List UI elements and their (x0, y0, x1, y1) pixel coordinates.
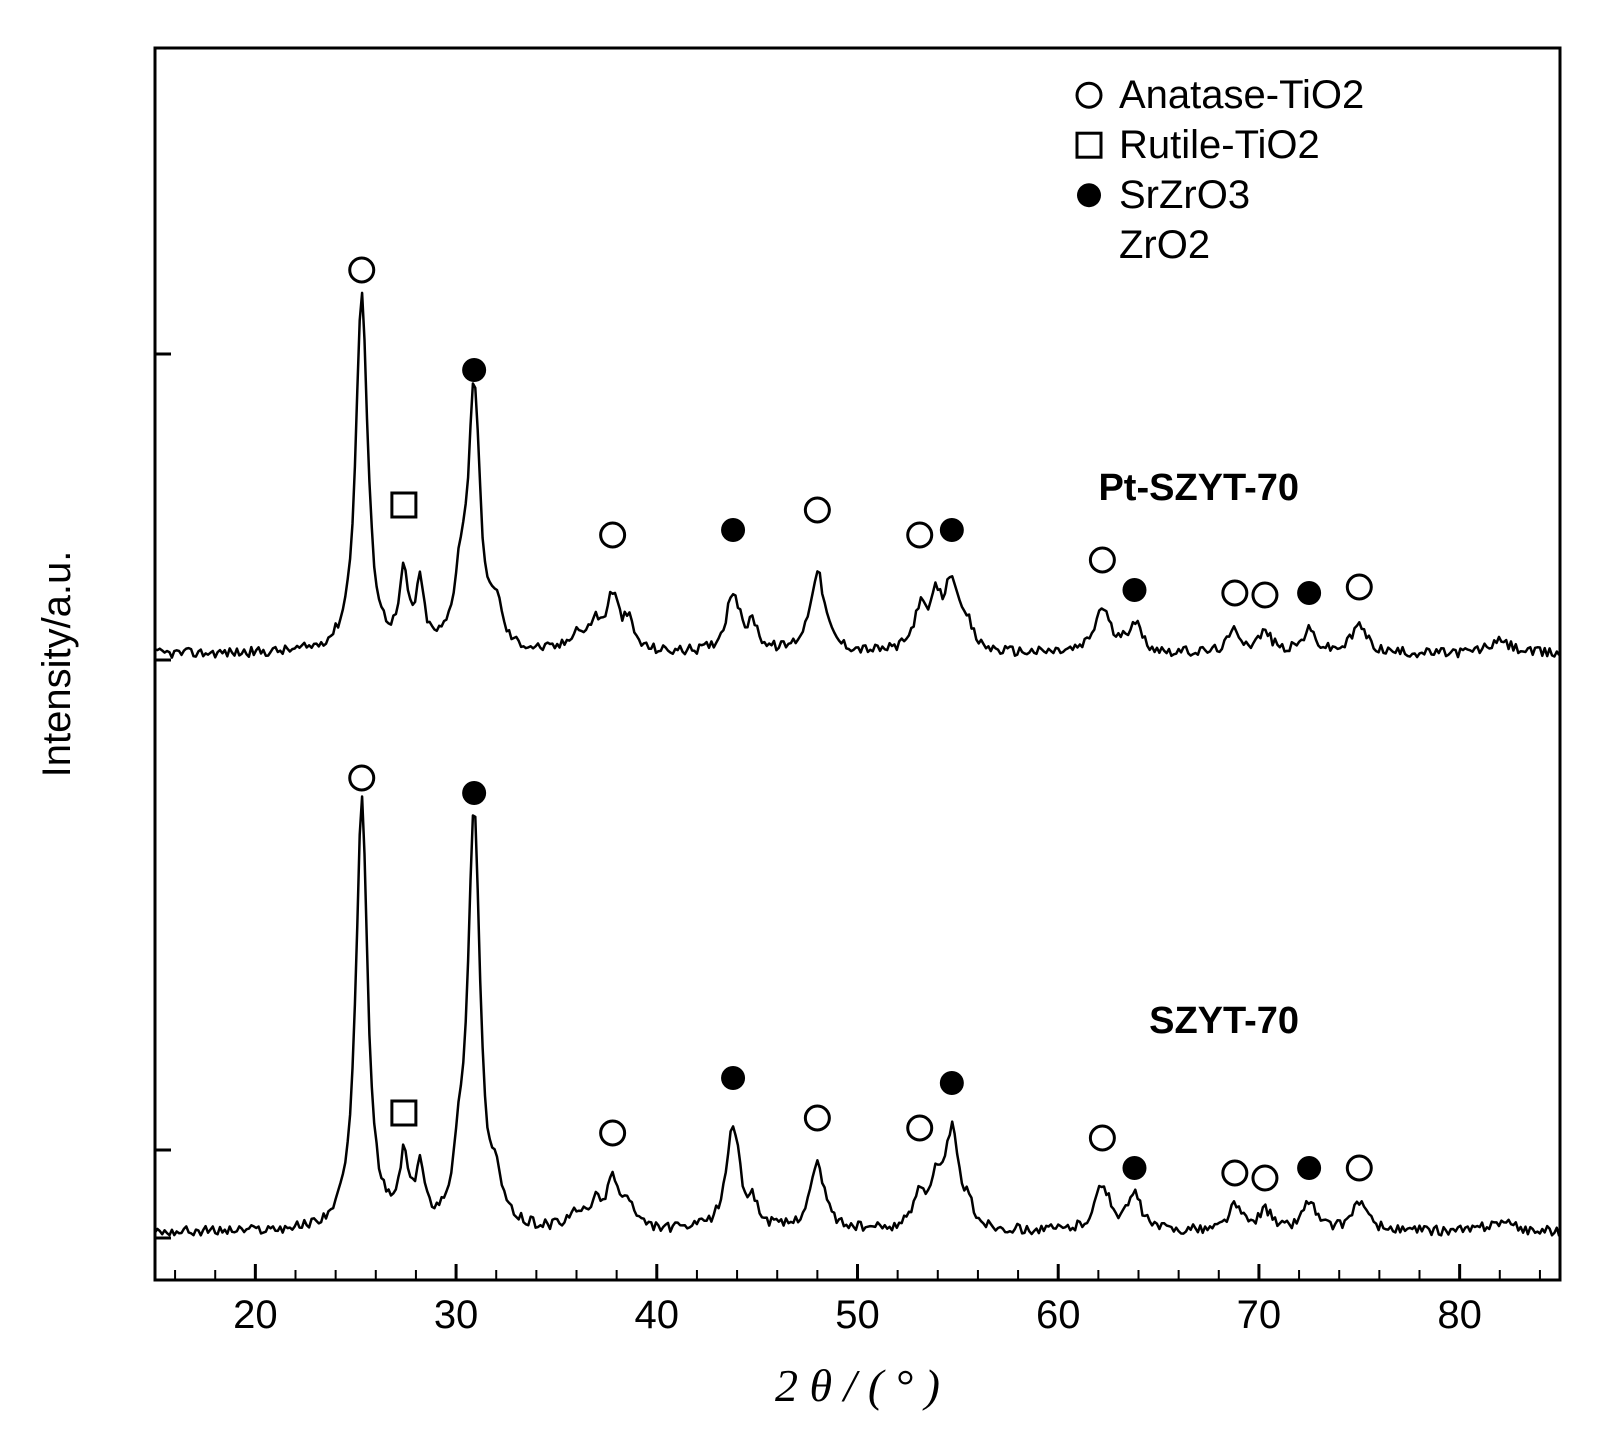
svg-text:20: 20 (233, 1293, 278, 1337)
svg-text:ZrO2: ZrO2 (1119, 223, 1210, 267)
svg-text:60: 60 (1036, 1293, 1081, 1337)
svg-text:80: 80 (1437, 1293, 1482, 1337)
svg-text:SZYT-70: SZYT-70 (1149, 1000, 1299, 1042)
chart-svg: 20 30 40 50 60 70 80 2 θ / ( ° ) Intensity/a.u. P… (20, 20, 1578, 1419)
xrd-chart: 20 30 40 50 60 70 80 2 θ / ( ° ) Intensity/a.u. P… (20, 20, 1578, 1419)
svg-text:70: 70 (1237, 1293, 1282, 1337)
svg-text:2 θ / ( ° ): 2 θ / ( ° ) (775, 1360, 940, 1411)
svg-text:Rutile-TiO2: Rutile-TiO2 (1119, 123, 1320, 167)
svg-text:50: 50 (835, 1293, 880, 1337)
svg-text:40: 40 (635, 1293, 680, 1337)
svg-text:Pt-SZYT-70: Pt-SZYT-70 (1098, 467, 1299, 509)
svg-text:SrZrO3: SrZrO3 (1119, 173, 1250, 217)
svg-text:30: 30 (434, 1293, 479, 1337)
svg-text:Anatase-TiO2: Anatase-TiO2 (1119, 73, 1364, 117)
svg-text:Intensity/a.u.: Intensity/a.u. (35, 551, 79, 778)
